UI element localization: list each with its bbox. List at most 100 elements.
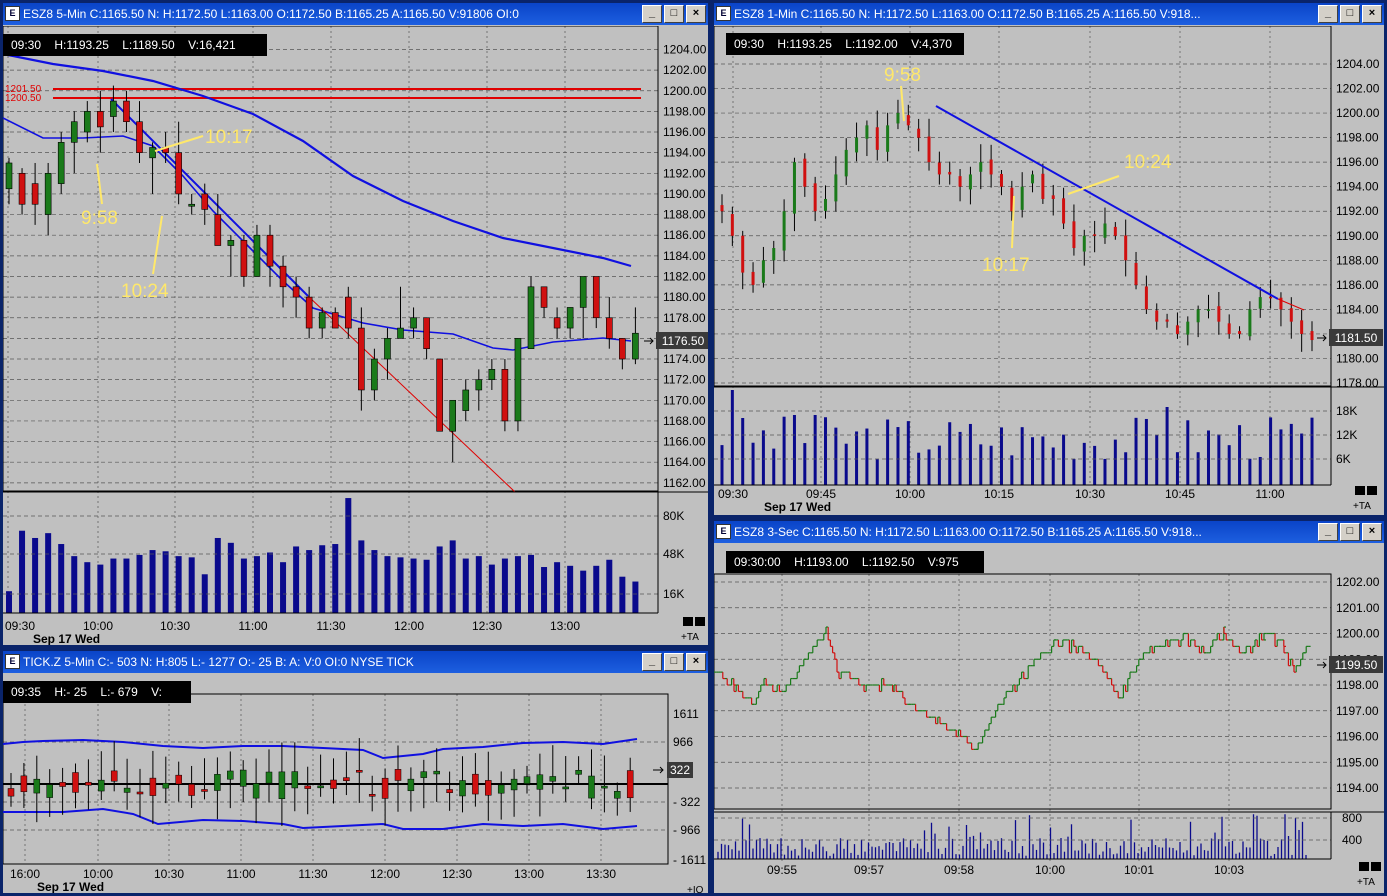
candle: [632, 332, 639, 360]
time-tick-label: 12:30: [442, 867, 472, 881]
candle: [514, 338, 522, 422]
volume-bar: [6, 591, 12, 613]
window-title: ESZ8 3-Sec C:1165.50 N: H:1172.50 L:1163…: [734, 525, 1202, 539]
scroll-right-icon[interactable]: [1371, 862, 1381, 871]
volume-bar: [803, 443, 807, 485]
volume-bar: [1258, 456, 1262, 485]
scroll-right-icon[interactable]: [695, 617, 705, 626]
candle: [318, 312, 326, 329]
maximize-button[interactable]: □: [664, 5, 684, 23]
price-tick-label: 1202.00: [1336, 575, 1380, 589]
time-tick-label: 10:45: [1165, 487, 1195, 501]
candle: [175, 774, 182, 785]
time-tick-label: 09:58: [944, 863, 974, 877]
chart-window-tick[interactable]: E TICK.Z 5-Min C:- 503 N: H:805 L:- 1277…: [0, 648, 711, 896]
price-tick-label: 1196.00: [1336, 155, 1379, 169]
maximize-button[interactable]: □: [664, 653, 684, 671]
price-tick-label: 1186.00: [1336, 278, 1379, 292]
candle: [927, 136, 931, 163]
info-low: L:- 679: [100, 685, 138, 699]
annotation-label: 9:58: [884, 65, 921, 86]
title-bar[interactable]: E ESZ8 3-Sec C:1165.50 N: H:1172.50 L:11…: [714, 521, 1384, 543]
close-button[interactable]: ×: [1362, 523, 1382, 541]
volume-bar: [371, 550, 378, 613]
price-tick-label: 1184.00: [663, 249, 706, 263]
candle: [948, 171, 952, 175]
scroll-left-icon[interactable]: [683, 617, 693, 626]
chart-window-1min[interactable]: E ESZ8 1-Min C:1165.50 N: H:1172.50 L:11…: [711, 0, 1387, 518]
minimize-button[interactable]: _: [1318, 523, 1338, 541]
candle: [1289, 308, 1293, 322]
scroll-left-icon[interactable]: [1359, 862, 1369, 871]
last-price-label-bg: [1329, 329, 1383, 346]
minimize-button[interactable]: _: [642, 5, 662, 23]
info-time: 09:30: [11, 38, 42, 52]
volume-bar: [514, 556, 521, 613]
volume-bar: [1041, 436, 1045, 485]
volume-bar: [875, 459, 879, 485]
volume-bar: [1310, 417, 1314, 485]
candle: [201, 789, 208, 792]
volume-bar: [462, 558, 469, 613]
candle: [240, 240, 248, 277]
price-tick-label: 1182.00: [663, 269, 706, 283]
close-button[interactable]: ×: [1362, 5, 1382, 23]
volume-bar: [1124, 452, 1128, 485]
volume-bar: [937, 445, 941, 485]
scroll-left-icon[interactable]: [1355, 486, 1365, 495]
close-button[interactable]: ×: [686, 653, 706, 671]
price-chart[interactable]: 1202.001201.001200.001199.001198.001197.…: [714, 544, 1384, 894]
title-bar[interactable]: E ESZ8 1-Min C:1165.50 N: H:1172.50 L:11…: [714, 3, 1384, 25]
volume-bar: [1072, 458, 1076, 485]
minimize-button[interactable]: _: [642, 653, 662, 671]
candle: [601, 785, 608, 789]
title-bar[interactable]: E TICK.Z 5-Min C:- 503 N: H:805 L:- 1277…: [3, 651, 708, 673]
volume-bar: [968, 423, 972, 485]
candle: [989, 159, 993, 175]
volume-bar: [772, 448, 776, 485]
minimize-button[interactable]: _: [1318, 5, 1338, 23]
candle: [449, 399, 457, 432]
volume-bar: [84, 562, 91, 613]
candle: [436, 358, 443, 432]
candle: [123, 787, 131, 793]
chart-window-3sec[interactable]: E ESZ8 3-Sec C:1165.50 N: H:1172.50 L:11…: [711, 518, 1387, 896]
time-tick-label: 09:45: [806, 487, 836, 501]
volume-bar: [1113, 439, 1117, 485]
candle: [761, 260, 765, 283]
volume-bar: [865, 428, 869, 485]
close-button[interactable]: ×: [686, 5, 706, 23]
volume-bar: [1144, 418, 1148, 485]
scroll-right-icon[interactable]: [1367, 486, 1377, 495]
info-high: H:- 25: [54, 685, 88, 699]
date-label: Sep 17 Wed: [33, 632, 100, 646]
volume-bar: [410, 558, 417, 613]
price-chart[interactable]: 1204.00 1202.00 1200.00 1198.00 1196.00 1194.…: [714, 26, 1384, 516]
title-bar[interactable]: E ESZ8 5-Min C:1165.50 N: H:1172.50 L:11…: [3, 3, 708, 25]
maximize-button[interactable]: □: [1340, 5, 1360, 23]
candle: [485, 780, 492, 796]
volume-bar: [19, 530, 26, 613]
price-chart[interactable]: 1204.00 1202.00 1200.00 1198.00 1196.00 1194.…: [3, 26, 708, 646]
maximize-button[interactable]: □: [1340, 523, 1360, 541]
candle: [279, 265, 287, 288]
chart-corner-label: +IQ: [687, 885, 704, 894]
candle: [397, 327, 404, 339]
time-tick-label: 13:30: [586, 867, 616, 881]
candle: [110, 100, 117, 117]
volume-bar: [782, 416, 786, 485]
volume-bar: [792, 415, 796, 485]
resistance-label: 1200.50: [5, 93, 42, 104]
tick-chart[interactable]: 1611966322- 322- 966- 161132216:0010:001…: [3, 674, 708, 894]
price-tick-label: 1162.00: [663, 476, 706, 490]
candle: [510, 778, 518, 791]
candle: [1175, 325, 1179, 334]
candle: [626, 770, 634, 799]
chart-window-5min[interactable]: E ESZ8 5-Min C:1165.50 N: H:1172.50 L:11…: [0, 0, 711, 648]
price-tick-label: 1188.00: [663, 208, 706, 222]
last-price-label: 1199.50: [1335, 658, 1378, 672]
time-tick-label: 11:30: [316, 619, 345, 633]
volume-bar: [1279, 429, 1283, 485]
candle: [865, 125, 869, 139]
candle: [239, 769, 247, 787]
